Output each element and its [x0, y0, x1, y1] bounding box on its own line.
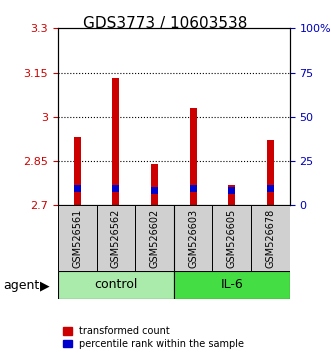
Bar — [135, 205, 174, 271]
Bar — [74, 137, 81, 205]
Text: GDS3773 / 10603538: GDS3773 / 10603538 — [83, 16, 248, 31]
Text: agent: agent — [3, 279, 40, 292]
Bar — [213, 205, 251, 271]
Text: GSM526562: GSM526562 — [111, 209, 121, 268]
Bar — [174, 271, 290, 299]
Text: control: control — [94, 279, 138, 291]
Bar — [112, 185, 119, 192]
Text: ▶: ▶ — [40, 279, 50, 292]
Bar — [228, 187, 235, 194]
Bar — [251, 205, 290, 271]
Bar — [151, 164, 158, 205]
Bar — [267, 185, 274, 192]
Bar — [58, 205, 97, 271]
Bar — [228, 185, 235, 205]
Text: IL-6: IL-6 — [220, 279, 243, 291]
Text: GSM526678: GSM526678 — [265, 209, 275, 268]
Bar — [112, 79, 119, 205]
Bar — [174, 205, 213, 271]
Bar — [190, 185, 197, 192]
Legend: transformed count, percentile rank within the sample: transformed count, percentile rank withi… — [63, 326, 244, 349]
Text: GSM526602: GSM526602 — [150, 209, 160, 268]
Text: GSM526603: GSM526603 — [188, 209, 198, 268]
Bar — [74, 185, 81, 192]
Bar — [190, 108, 197, 205]
Bar — [151, 187, 158, 194]
Bar — [58, 271, 174, 299]
Text: GSM526605: GSM526605 — [227, 209, 237, 268]
Text: GSM526561: GSM526561 — [72, 209, 82, 268]
Bar — [267, 141, 274, 205]
Bar — [97, 205, 135, 271]
